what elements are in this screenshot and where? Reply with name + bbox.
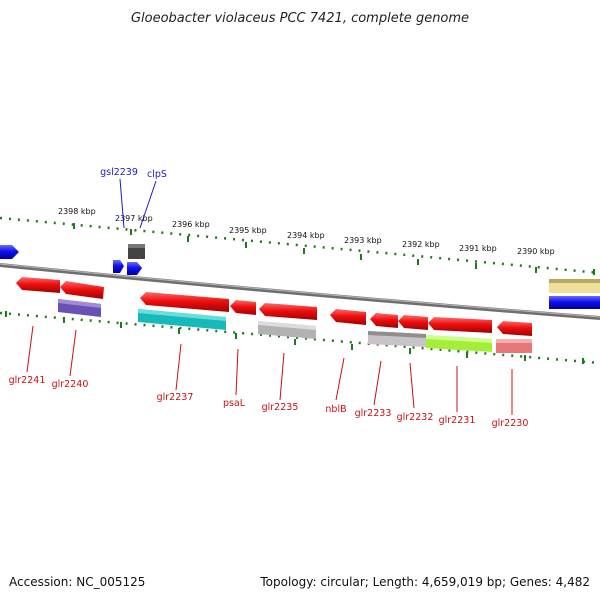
product-box-gsl2239-shine	[128, 244, 145, 248]
gene-arrow-glr2237[interactable]	[140, 292, 229, 312]
gene-label[interactable]: clpS	[147, 169, 167, 180]
ruler-label: 2392 kbp	[402, 240, 440, 249]
forward-genes	[0, 245, 600, 309]
gene-label[interactable]: psaL	[223, 398, 246, 409]
product-box-glr2233-shine	[368, 331, 426, 338]
ruler-label: 2395 kbp	[229, 226, 267, 235]
gene-arrow-glr2241[interactable]	[16, 277, 60, 293]
leader-clpS	[139, 180, 157, 229]
gene-label[interactable]: gsl2239	[100, 167, 138, 178]
product-box-glr2237-shine	[138, 309, 226, 321]
leader-glr2235	[279, 352, 285, 401]
gene-label[interactable]: glr2232	[397, 412, 434, 423]
gene-arrow-gsl2239-part[interactable]	[113, 260, 124, 273]
leader-glr2232	[409, 362, 415, 409]
gene-arrow-forward-offscreen[interactable]	[0, 245, 19, 259]
gene-label[interactable]: glr2235	[262, 402, 299, 413]
gene-label[interactable]: glr2237	[157, 392, 194, 403]
gene-arrow-glr2233[interactable]	[370, 313, 398, 328]
gene-label[interactable]: glr2241	[9, 375, 46, 386]
gene-block-forward-right[interactable]	[549, 296, 600, 309]
ruler-label: 2396 kbp	[172, 220, 210, 229]
product-boxes	[58, 244, 600, 353]
ruler-labels: 2398 kbp 2397 kbp 2396 kbp 2395 kbp 2394…	[58, 207, 555, 256]
gene-label[interactable]: glr2231	[439, 415, 476, 426]
ruler-label: 2397 kbp	[115, 214, 153, 223]
product-box-glr2231-shine	[426, 335, 492, 343]
gene-label[interactable]: glr2233	[355, 408, 392, 419]
leader-gsl2239	[119, 178, 125, 229]
genome-backbone-highlight	[0, 263, 600, 318]
leader-glr2241	[26, 325, 34, 373]
gene-arrow-glr2240[interactable]	[60, 281, 104, 299]
genome-backbone	[0, 263, 600, 320]
product-box-glr2240-shine	[58, 299, 101, 308]
gene-arrow-glr2230[interactable]	[497, 321, 532, 336]
product-box-glr2235-shine	[258, 321, 316, 330]
genome-title: Gloeobacter violaceus PCC 7421, complete…	[131, 11, 469, 26]
product-box-right-shine	[549, 279, 600, 283]
gene-label[interactable]: nblB	[325, 404, 346, 415]
accession-label: Accession: NC_005125	[9, 575, 145, 589]
ruler-lower	[0, 311, 600, 365]
gene-label[interactable]: glr2230	[492, 418, 529, 429]
gene-arrow-psaL[interactable]	[230, 300, 256, 315]
gene-label[interactable]: glr2240	[52, 379, 89, 390]
ruler-label: 2391 kbp	[459, 244, 497, 253]
ruler-label: 2390 kbp	[517, 247, 555, 256]
leader-psaL	[235, 348, 239, 396]
ruler-lower-ticks	[5, 311, 584, 364]
gene-labels: gsl2239 clpS glr2241 glr2240 glr2237 psa…	[9, 167, 529, 429]
gene-arrow-glr2235[interactable]	[259, 303, 317, 320]
topology-label: Topology: circular; Length: 4,659,019 bp…	[259, 575, 590, 589]
ruler-label: 2398 kbp	[58, 207, 96, 216]
ruler-label: 2393 kbp	[344, 236, 382, 245]
product-box-glr2230-shine	[496, 339, 532, 343]
reverse-genes	[16, 277, 532, 336]
gene-arrow-nblB[interactable]	[330, 309, 366, 325]
gene-arrow-clpS[interactable]	[127, 262, 142, 275]
leader-lines	[26, 178, 513, 415]
leader-glr2233	[373, 360, 382, 406]
ruler-upper-ticks	[73, 223, 595, 275]
ruler-upper	[0, 216, 600, 275]
leader-glr2240	[69, 329, 77, 377]
ruler-label: 2394 kbp	[287, 231, 325, 240]
leader-glr2237	[175, 343, 182, 391]
leader-nblB	[335, 357, 345, 401]
gene-arrow-glr2232[interactable]	[398, 315, 428, 330]
gene-arrow-glr2231[interactable]	[428, 317, 492, 333]
